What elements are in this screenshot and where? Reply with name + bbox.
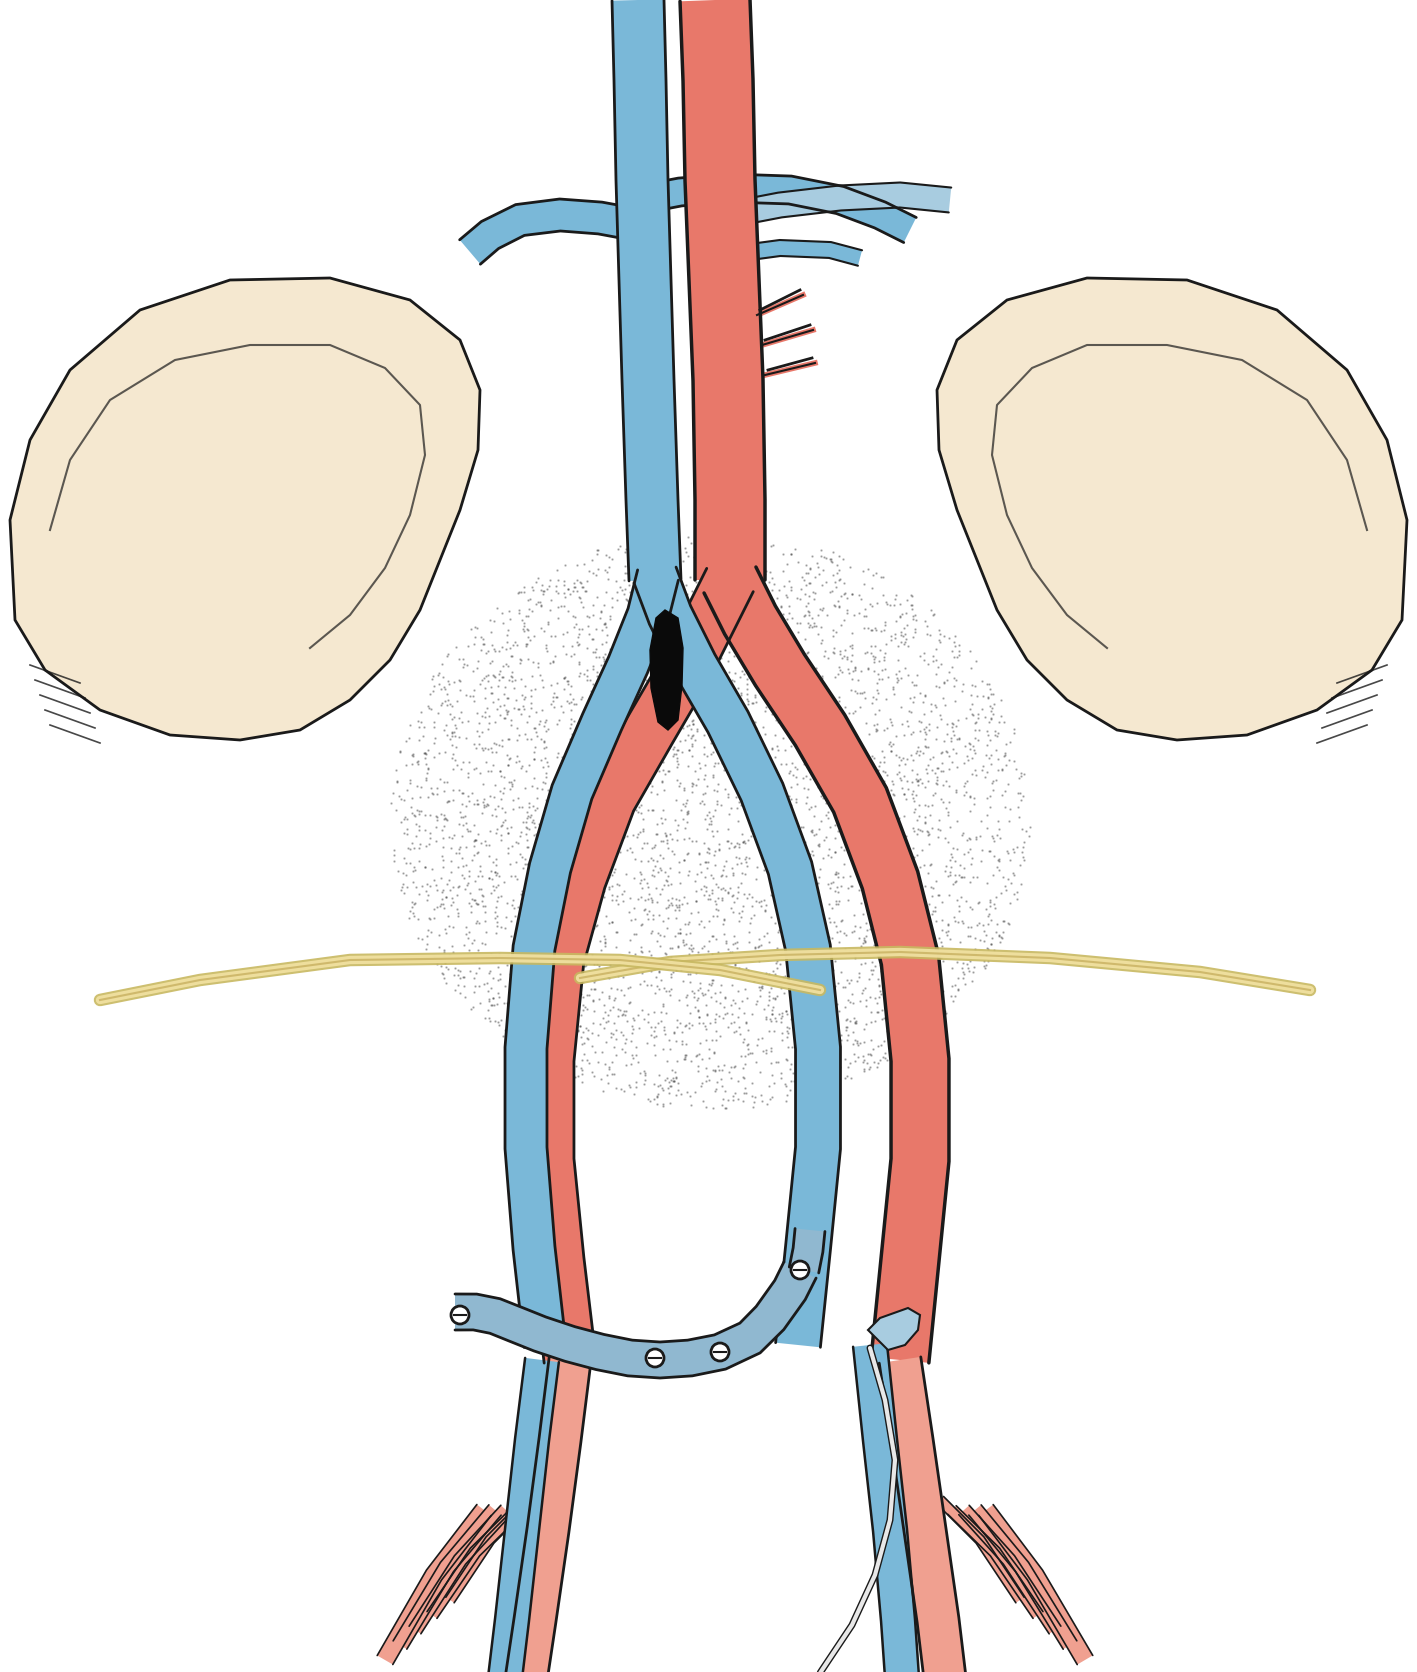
Polygon shape <box>446 1496 534 1603</box>
Polygon shape <box>879 1358 971 1672</box>
Polygon shape <box>869 1308 920 1349</box>
Polygon shape <box>948 1506 1043 1618</box>
Polygon shape <box>10 278 480 741</box>
Circle shape <box>711 1343 728 1361</box>
Polygon shape <box>979 1505 1093 1665</box>
Polygon shape <box>393 1505 502 1649</box>
Polygon shape <box>635 174 917 242</box>
Polygon shape <box>483 1358 558 1672</box>
Polygon shape <box>459 199 640 264</box>
Polygon shape <box>499 1358 591 1672</box>
Polygon shape <box>612 0 682 580</box>
Polygon shape <box>650 610 683 731</box>
Polygon shape <box>727 241 862 266</box>
Polygon shape <box>455 1262 816 1378</box>
Circle shape <box>791 1261 809 1279</box>
Polygon shape <box>726 182 951 227</box>
Polygon shape <box>959 1505 1061 1634</box>
Polygon shape <box>789 1229 825 1272</box>
Circle shape <box>451 1306 469 1324</box>
Polygon shape <box>680 0 765 580</box>
Polygon shape <box>969 1505 1077 1649</box>
Polygon shape <box>377 1505 492 1665</box>
Polygon shape <box>853 1343 922 1672</box>
Polygon shape <box>704 567 949 1363</box>
Polygon shape <box>633 567 840 1348</box>
Polygon shape <box>504 570 679 1348</box>
Polygon shape <box>937 278 1407 741</box>
Circle shape <box>646 1349 665 1368</box>
Polygon shape <box>937 1496 1024 1603</box>
Polygon shape <box>410 1505 512 1634</box>
Polygon shape <box>427 1506 523 1618</box>
Polygon shape <box>521 568 754 1363</box>
